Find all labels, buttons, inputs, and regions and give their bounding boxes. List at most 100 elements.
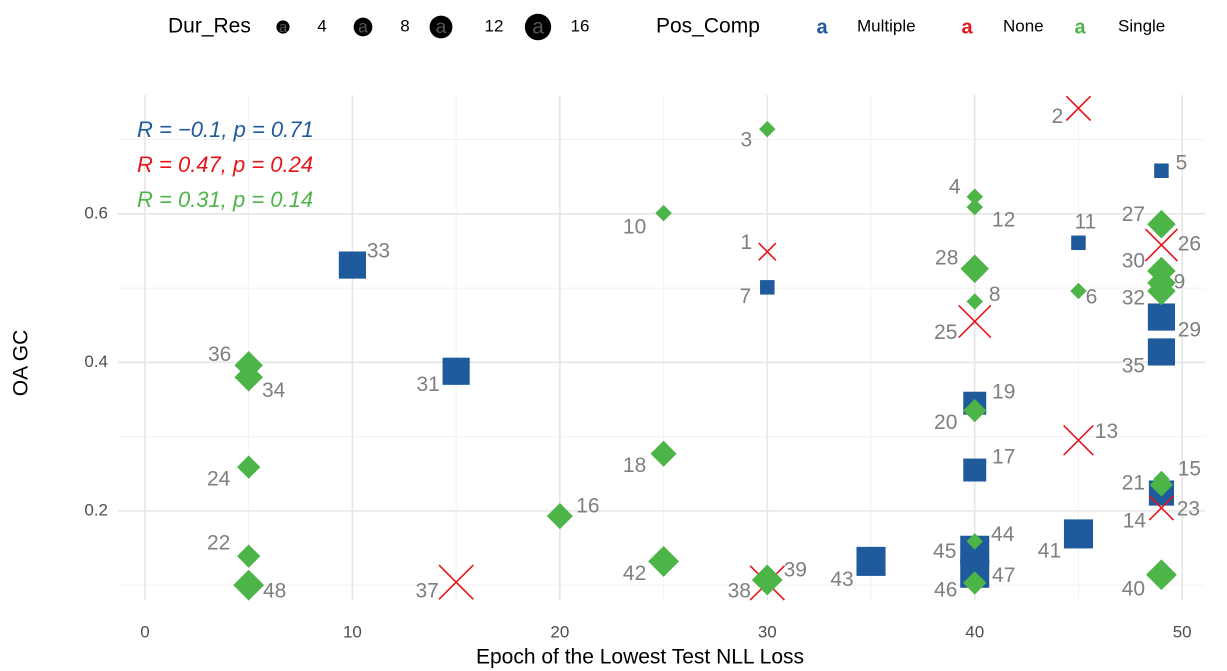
point-label: 16	[576, 495, 599, 518]
point-label: 27	[1122, 203, 1145, 226]
point-label: 44	[991, 523, 1015, 546]
y-tick-label: 0.6	[84, 203, 108, 222]
point-label: 9	[1174, 270, 1186, 293]
point-label: 8	[989, 283, 1001, 306]
point-label: 34	[262, 379, 286, 402]
point	[234, 362, 263, 392]
point	[1071, 235, 1086, 251]
point	[958, 304, 992, 339]
point-label: 39	[784, 558, 807, 581]
point-label: 41	[1038, 539, 1061, 562]
point-label: 38	[728, 579, 751, 602]
point	[1063, 424, 1094, 456]
annotation: R = −0.1, p = 0.71	[137, 117, 314, 142]
point-label: 23	[1177, 498, 1200, 521]
point-label: 12	[992, 209, 1015, 232]
size-legend-key-glyph: a	[279, 19, 288, 36]
point	[960, 254, 990, 284]
point	[963, 458, 987, 482]
y-tick-label: 0.4	[84, 352, 108, 371]
x-axis-title: Epoch of the Lowest Test NLL Loss	[476, 646, 804, 669]
point	[1147, 303, 1176, 331]
point-label: 5	[1176, 151, 1188, 174]
point-label: 2	[1052, 105, 1064, 128]
legend-label: None	[1003, 16, 1044, 35]
point-label: 22	[207, 532, 230, 555]
point	[758, 242, 777, 261]
legend-key: a	[961, 16, 973, 38]
point-label: 28	[935, 246, 958, 269]
annotation: R = 0.31, p = 0.14	[137, 187, 313, 212]
point-label: 35	[1122, 355, 1145, 378]
point	[237, 455, 261, 479]
point-label: 32	[1122, 287, 1145, 310]
point	[1154, 163, 1169, 179]
point-label: 47	[992, 564, 1015, 587]
point-label: 1	[740, 231, 752, 254]
point-label: 25	[934, 321, 957, 344]
size-legend-key	[353, 17, 373, 37]
point-label: 26	[1178, 233, 1201, 256]
point	[438, 564, 474, 600]
size-legend-key-glyph: a	[358, 17, 368, 37]
point-label: 15	[1178, 457, 1201, 480]
point-label: 6	[1086, 286, 1098, 309]
point	[1146, 559, 1177, 591]
point	[966, 198, 983, 216]
y-tick-label: 0.2	[84, 500, 108, 519]
point-label: 13	[1095, 420, 1118, 443]
point-label: 19	[992, 381, 1015, 404]
legend-label: Single	[1118, 16, 1165, 35]
y-axis-title: OA GC	[10, 330, 33, 397]
legend-label: Multiple	[857, 16, 916, 35]
point-label: 43	[830, 568, 853, 591]
size-legend-label: 8	[400, 16, 409, 35]
point-label: 48	[263, 580, 286, 603]
point	[648, 545, 680, 577]
point	[1063, 519, 1093, 549]
point-label: 45	[933, 540, 956, 563]
point-label: 29	[1178, 319, 1201, 342]
point	[1148, 495, 1175, 521]
size-legend-key	[429, 15, 453, 39]
point-label: 17	[992, 446, 1015, 469]
point	[751, 564, 783, 596]
size-legend-label: 12	[485, 16, 504, 35]
size-legend-key-glyph: a	[436, 17, 447, 38]
point-label: 40	[1122, 577, 1145, 600]
point	[442, 357, 470, 385]
point-label: 33	[367, 240, 390, 263]
point-label: 30	[1122, 250, 1145, 273]
point-label: 31	[416, 373, 439, 396]
point	[1144, 228, 1179, 262]
x-tick-label: 20	[550, 622, 569, 641]
size-legend-label: 16	[571, 16, 590, 35]
color-legend-title: Pos_Comp	[656, 15, 760, 38]
point-label: 20	[934, 411, 957, 434]
x-tick-label: 0	[140, 622, 149, 641]
point	[1149, 473, 1174, 497]
point	[759, 120, 776, 138]
size-legend-title: Dur_Res	[168, 15, 251, 38]
point	[966, 188, 983, 205]
point	[237, 544, 261, 568]
point	[338, 251, 366, 279]
point	[760, 280, 775, 295]
point-label: 10	[623, 216, 646, 239]
annotation: R = 0.47, p = 0.24	[137, 152, 313, 177]
x-tick-label: 10	[343, 622, 362, 641]
point	[1147, 276, 1176, 306]
point-label: 14	[1123, 509, 1147, 532]
point	[966, 293, 983, 310]
point	[1065, 95, 1092, 122]
x-tick-label: 30	[758, 622, 777, 641]
point	[963, 398, 987, 423]
size-legend-label: 4	[317, 16, 326, 35]
point	[966, 533, 983, 550]
x-tick-label: 40	[965, 622, 984, 641]
legend-key: a	[1074, 16, 1086, 38]
point	[963, 571, 987, 595]
x-tick-label: 50	[1173, 622, 1192, 641]
